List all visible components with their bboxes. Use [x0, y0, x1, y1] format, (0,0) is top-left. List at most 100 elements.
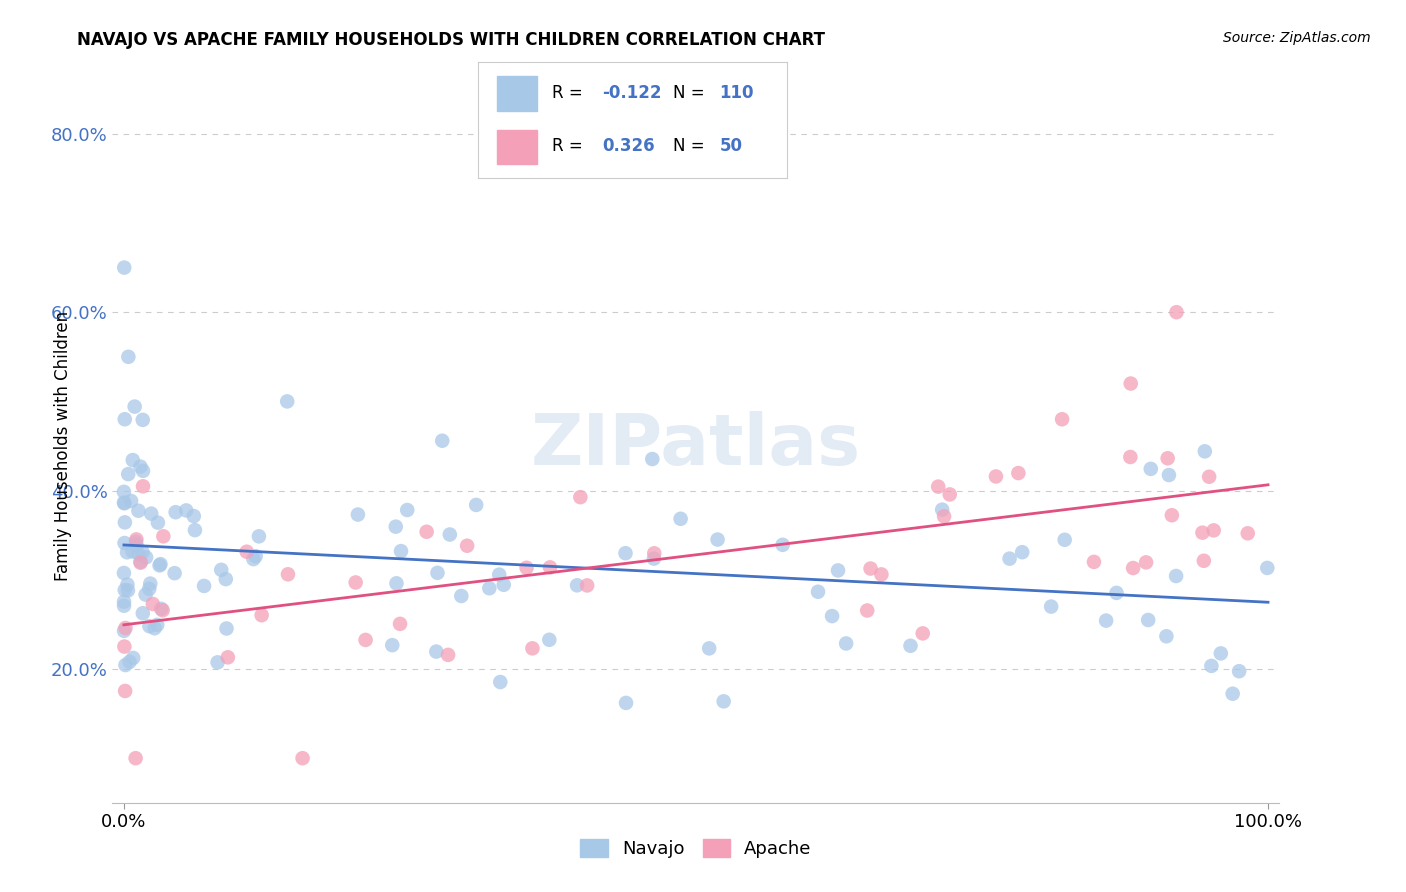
- Point: [193, 579, 215, 593]
- Point: [139, 576, 162, 591]
- Point: [347, 508, 370, 522]
- Point: [516, 561, 538, 575]
- Point: [115, 545, 138, 559]
- Point: [242, 552, 264, 566]
- Point: [138, 619, 160, 633]
- Text: R =: R =: [553, 137, 588, 155]
- Point: [389, 544, 412, 558]
- Legend: Navajo, Apache: Navajo, Apache: [574, 831, 818, 865]
- Point: [713, 694, 735, 708]
- Text: Family Households with Children: Family Households with Children: [55, 311, 72, 581]
- Point: [247, 529, 270, 543]
- Point: [396, 503, 419, 517]
- Point: [117, 577, 139, 591]
- Text: -0.122: -0.122: [602, 84, 661, 102]
- Point: [142, 597, 165, 611]
- Point: [125, 534, 148, 549]
- Point: [1050, 412, 1073, 426]
- Point: [112, 624, 135, 638]
- Point: [984, 469, 1007, 483]
- Point: [450, 589, 472, 603]
- Point: [1160, 508, 1182, 523]
- Point: [870, 567, 893, 582]
- Point: [150, 602, 173, 616]
- Point: [122, 651, 145, 665]
- Point: [1194, 444, 1216, 458]
- Point: [772, 538, 794, 552]
- Point: [114, 658, 136, 673]
- Point: [245, 549, 267, 564]
- Point: [215, 572, 238, 586]
- Point: [856, 603, 879, 617]
- Point: [1119, 450, 1142, 464]
- Point: [128, 547, 150, 561]
- Point: [835, 636, 858, 650]
- Point: [112, 640, 135, 654]
- Point: [125, 533, 148, 547]
- Point: [385, 576, 408, 591]
- Text: N =: N =: [673, 137, 710, 155]
- Point: [114, 621, 136, 635]
- Point: [900, 639, 922, 653]
- Point: [207, 656, 229, 670]
- Point: [522, 641, 544, 656]
- Point: [614, 696, 637, 710]
- Point: [112, 260, 135, 275]
- Point: [384, 519, 406, 533]
- Point: [117, 583, 139, 598]
- Point: [148, 558, 170, 573]
- Point: [1222, 687, 1244, 701]
- Point: [121, 544, 143, 558]
- Point: [1139, 462, 1161, 476]
- Point: [125, 538, 148, 552]
- Point: [1202, 524, 1225, 538]
- Point: [114, 582, 136, 597]
- Point: [143, 621, 166, 635]
- Point: [209, 563, 232, 577]
- Point: [1192, 554, 1215, 568]
- Point: [932, 509, 955, 524]
- Point: [432, 434, 454, 448]
- Point: [859, 561, 882, 575]
- Text: ZIPatlas: ZIPatlas: [531, 411, 860, 481]
- Point: [215, 622, 238, 636]
- Point: [1122, 561, 1144, 575]
- Point: [114, 516, 136, 530]
- Point: [141, 507, 163, 521]
- Point: [456, 539, 478, 553]
- Text: 110: 110: [720, 84, 754, 102]
- Point: [149, 557, 172, 571]
- Point: [1191, 525, 1213, 540]
- Point: [135, 550, 157, 565]
- Point: [1105, 586, 1128, 600]
- Point: [1007, 466, 1029, 480]
- Point: [129, 459, 152, 474]
- Point: [277, 567, 299, 582]
- Point: [538, 560, 561, 574]
- Point: [381, 638, 404, 652]
- Point: [114, 496, 136, 510]
- Point: [641, 452, 664, 467]
- Point: [437, 648, 460, 662]
- Point: [114, 536, 136, 550]
- Text: 0.326: 0.326: [602, 137, 654, 155]
- Point: [129, 555, 152, 569]
- Point: [1201, 659, 1223, 673]
- Point: [132, 479, 155, 493]
- Point: [131, 545, 153, 559]
- Point: [1053, 533, 1076, 547]
- Point: [927, 480, 949, 494]
- Point: [117, 350, 139, 364]
- Point: [114, 412, 136, 426]
- Point: [127, 504, 149, 518]
- Point: [112, 599, 135, 613]
- Point: [478, 581, 501, 595]
- Bar: [496, 129, 537, 164]
- Point: [152, 603, 174, 617]
- Point: [465, 498, 488, 512]
- Point: [1040, 599, 1063, 614]
- Point: [124, 751, 146, 765]
- Point: [827, 563, 849, 577]
- Point: [152, 529, 174, 543]
- Point: [1156, 629, 1178, 643]
